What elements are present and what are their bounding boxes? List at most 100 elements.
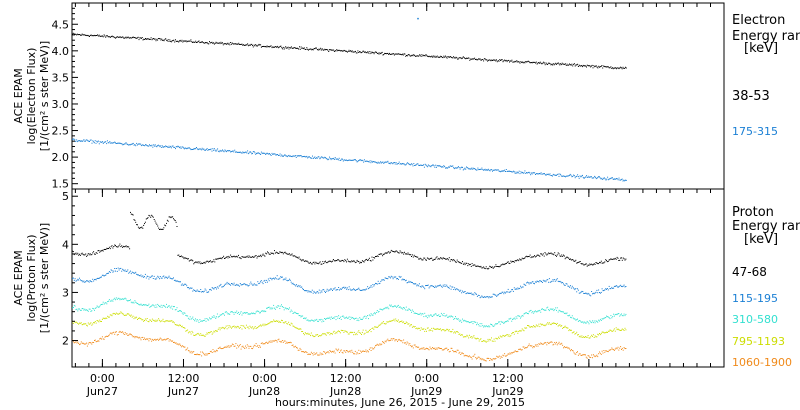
proton-point — [414, 326, 416, 327]
proton-point — [379, 282, 381, 284]
electron-point — [552, 64, 553, 66]
electron-point — [426, 165, 428, 167]
electron-point — [513, 171, 515, 173]
proton-point — [180, 326, 182, 328]
proton-point — [545, 253, 547, 255]
proton-point — [330, 318, 332, 320]
proton-point — [419, 286, 421, 287]
electron-point — [403, 163, 405, 165]
proton-point — [468, 337, 470, 339]
proton-point — [509, 262, 511, 264]
proton-point — [458, 352, 460, 354]
electron-point — [145, 38, 147, 40]
electron-point — [554, 63, 556, 65]
electron-point — [196, 147, 197, 148]
proton-point — [159, 278, 160, 280]
proton-point — [87, 253, 89, 255]
proton-point — [375, 283, 377, 285]
electron-point — [406, 55, 407, 56]
proton-point — [434, 349, 436, 350]
proton-point — [272, 307, 274, 309]
proton-point — [289, 324, 290, 326]
electron-point — [363, 159, 365, 161]
proton-point — [250, 345, 252, 347]
electron-point — [386, 53, 388, 54]
electron-point — [286, 47, 287, 49]
proton-point — [79, 322, 81, 324]
proton-point — [375, 344, 377, 346]
proton-point — [540, 323, 542, 325]
proton-point — [287, 253, 289, 255]
x-axis-label: hours:minutes, June 26, 2015 - June 29, … — [275, 396, 525, 409]
proton-point — [165, 276, 167, 278]
electron-point — [536, 63, 538, 65]
proton-point — [107, 248, 109, 250]
electron-point — [477, 167, 479, 169]
proton-point — [235, 326, 237, 327]
proton-point — [124, 246, 126, 248]
proton-point — [430, 257, 432, 259]
proton-point — [512, 318, 513, 320]
electron-point — [389, 52, 390, 54]
proton-point — [152, 278, 154, 279]
proton-point — [85, 323, 87, 325]
proton-point — [599, 334, 601, 336]
proton-point — [509, 336, 511, 338]
proton-point — [320, 263, 322, 265]
proton-point — [303, 317, 304, 319]
electron-point — [207, 149, 209, 151]
proton-point — [196, 289, 198, 291]
proton-point — [616, 348, 618, 350]
proton-point — [600, 320, 602, 321]
proton-point — [267, 307, 268, 309]
electron-point — [177, 40, 179, 42]
electron-point — [343, 159, 345, 161]
proton-point — [562, 311, 564, 313]
proton-point — [363, 261, 365, 263]
proton-point — [310, 319, 312, 321]
proton-point — [175, 342, 177, 344]
electron-point — [613, 178, 615, 180]
electron-point — [287, 155, 289, 157]
proton-point — [318, 319, 320, 321]
electron-point — [73, 138, 75, 140]
electron-point — [367, 51, 369, 53]
proton-point — [549, 252, 551, 254]
electron-point — [80, 140, 82, 142]
proton-point — [201, 334, 203, 336]
proton-point — [169, 339, 171, 340]
proton-point — [349, 319, 351, 320]
electron-point — [435, 56, 437, 58]
electron-point — [550, 64, 552, 66]
electron-point — [549, 63, 551, 65]
proton-point — [555, 254, 557, 256]
proton-point — [577, 354, 579, 356]
proton-point — [328, 352, 330, 354]
electron-point — [211, 150, 213, 152]
proton-point — [511, 333, 513, 335]
proton-point — [368, 331, 369, 333]
proton-point — [236, 327, 238, 329]
electron-point — [375, 161, 377, 163]
proton-point — [311, 353, 313, 354]
electron-point — [427, 56, 429, 58]
electron-point — [76, 33, 78, 35]
proton-point — [391, 250, 393, 252]
proton-point — [318, 289, 320, 291]
proton-point — [340, 260, 342, 262]
proton-point — [101, 304, 102, 305]
proton-point — [462, 320, 464, 322]
proton-point — [85, 281, 87, 283]
proton-point — [578, 292, 580, 294]
electron-point — [134, 37, 136, 38]
electron-point — [223, 151, 225, 153]
proton-point — [492, 293, 494, 295]
proton-point — [328, 289, 330, 291]
proton-point — [216, 313, 218, 315]
electron-point — [605, 66, 607, 68]
proton-point — [225, 257, 227, 258]
electron-point — [312, 158, 314, 159]
electron-point — [526, 172, 528, 174]
proton-point — [186, 315, 188, 317]
electron-point — [490, 60, 492, 62]
